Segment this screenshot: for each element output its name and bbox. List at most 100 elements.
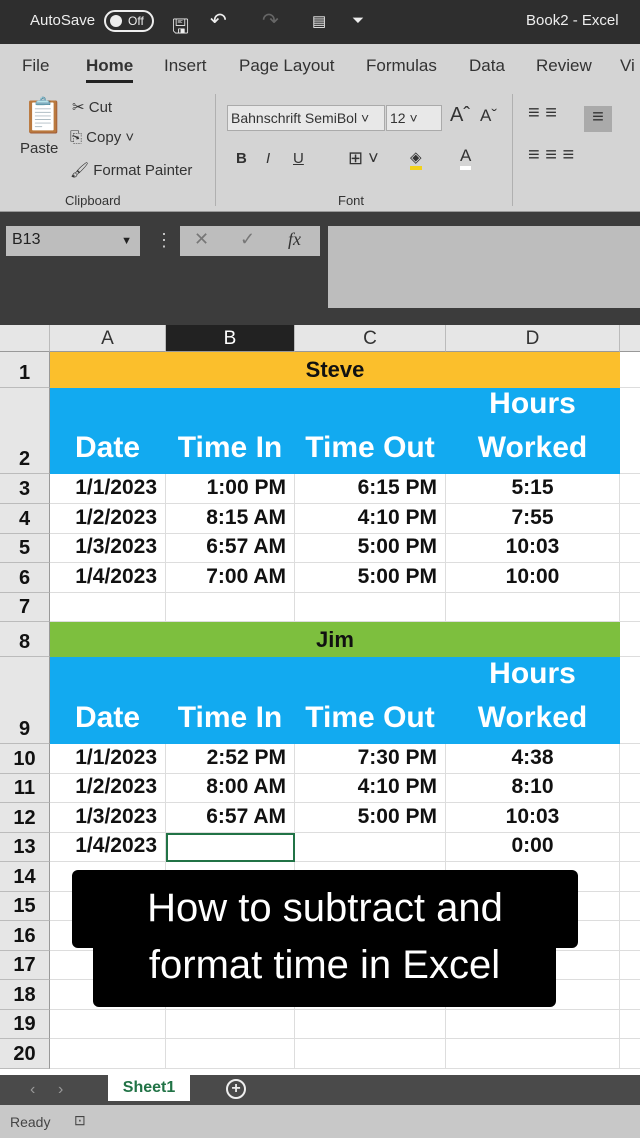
data-cell[interactable]: 4:10 PM <box>295 504 446 534</box>
more-icon[interactable]: ⋮ <box>155 230 173 250</box>
data-cell[interactable]: 1/4/2023 <box>50 832 166 862</box>
column-title[interactable]: Time In <box>166 657 295 744</box>
data-cell[interactable]: 1/4/2023 <box>50 563 166 593</box>
cell[interactable] <box>620 833 640 862</box>
copy-button[interactable]: ⎘ Copy ˅ <box>70 129 135 146</box>
row-header-3[interactable]: 3 <box>0 474 50 504</box>
tab-view[interactable]: Vi <box>620 56 635 75</box>
data-cell[interactable]: 10:00 <box>446 563 620 593</box>
row-header-12[interactable]: 12 <box>0 803 50 833</box>
data-cell[interactable]: 7:30 PM <box>295 744 446 774</box>
data-cell[interactable]: 7:00 AM <box>166 563 295 593</box>
cell[interactable] <box>620 1010 640 1039</box>
cell[interactable] <box>620 921 640 951</box>
data-cell[interactable]: 1/1/2023 <box>50 744 166 774</box>
cut-button[interactable]: ✂ Cut <box>72 99 113 116</box>
data-cell[interactable]: 5:15 <box>446 474 620 504</box>
data-cell[interactable]: 8:00 AM <box>166 773 295 803</box>
row-header-4[interactable]: 4 <box>0 504 50 534</box>
cell[interactable] <box>50 1039 166 1069</box>
borders-icon[interactable]: ⊞ ˅ <box>348 148 379 168</box>
data-cell[interactable]: 4:38 <box>446 744 620 774</box>
add-sheet-button[interactable]: + <box>226 1079 246 1099</box>
prev-sheet-icon[interactable]: ‹ <box>30 1081 36 1098</box>
row-header-8[interactable]: 8 <box>0 622 50 657</box>
column-header-e[interactable] <box>620 325 640 352</box>
insert-function-icon[interactable]: fx <box>288 229 301 249</box>
autosave-toggle[interactable]: Off <box>104 10 154 32</box>
paste-button[interactable]: Paste <box>20 140 59 157</box>
column-title[interactable]: Time Out <box>295 657 446 744</box>
cell[interactable] <box>620 593 640 622</box>
row-header-17[interactable]: 17 <box>0 950 50 980</box>
row-header-18[interactable]: 18 <box>0 980 50 1010</box>
column-header-b[interactable]: B <box>166 325 295 352</box>
tab-home[interactable]: Home <box>86 56 134 83</box>
cell[interactable] <box>166 593 295 622</box>
align-bottom-icon[interactable]: ≡ <box>584 106 612 132</box>
cell[interactable] <box>295 1039 446 1069</box>
data-cell[interactable]: 7:55 <box>446 504 620 534</box>
tab-data[interactable]: Data <box>469 56 505 75</box>
cell[interactable] <box>620 657 640 744</box>
data-cell[interactable]: 6:15 PM <box>295 474 446 504</box>
name-box[interactable]: B13 ▼ <box>6 226 140 256</box>
cell[interactable] <box>446 1039 620 1069</box>
row-header-1[interactable]: 1 <box>0 352 50 388</box>
data-cell[interactable]: 4:10 PM <box>295 773 446 803</box>
cell[interactable] <box>620 892 640 921</box>
row-header-20[interactable]: 20 <box>0 1039 50 1069</box>
font-size-select[interactable]: 12 ˅ <box>386 105 442 131</box>
cancel-icon[interactable]: ✕ <box>194 229 210 249</box>
cell[interactable] <box>50 593 166 622</box>
select-all-corner[interactable] <box>0 325 50 352</box>
column-title[interactable]: Time Out <box>295 388 446 474</box>
column-title[interactable]: Hours Worked <box>446 387 620 474</box>
row-header-6[interactable]: 6 <box>0 563 50 593</box>
row-header-11[interactable]: 11 <box>0 773 50 803</box>
tab-file[interactable]: File <box>22 56 50 75</box>
cell[interactable] <box>620 622 640 657</box>
data-cell[interactable]: 5:00 PM <box>295 563 446 593</box>
save-icon[interactable]: 🖫 <box>172 16 190 38</box>
column-title[interactable]: Hours Worked <box>446 657 620 744</box>
cell[interactable] <box>446 1009 620 1039</box>
cell[interactable] <box>446 593 620 622</box>
section-title-jim[interactable]: Jim <box>50 622 620 657</box>
tab-formulas[interactable]: Formulas <box>366 56 437 75</box>
bold-button[interactable]: B <box>236 150 247 167</box>
cell[interactable] <box>620 803 640 833</box>
cell[interactable] <box>620 563 640 593</box>
font-name-select[interactable]: Bahnschrift SemiBol ˅ <box>227 105 385 131</box>
column-header-c[interactable]: C <box>295 325 446 352</box>
form-icon[interactable]: ▤ <box>312 13 327 30</box>
undo-icon[interactable]: ↶ <box>210 10 227 32</box>
align-left-icon[interactable]: ≡ ≡ ≡ <box>528 144 575 166</box>
cell[interactable] <box>50 1009 166 1039</box>
cell[interactable] <box>620 1039 640 1069</box>
tab-insert[interactable]: Insert <box>164 56 207 75</box>
data-cell[interactable]: 10:03 <box>446 803 620 833</box>
decrease-font-icon[interactable]: Aˇ <box>480 106 497 125</box>
data-cell[interactable]: 8:10 <box>446 773 620 803</box>
row-header-7[interactable]: 7 <box>0 593 50 622</box>
section-title-steve[interactable]: Steve <box>50 352 620 388</box>
formula-input[interactable] <box>328 226 640 308</box>
paste-icon[interactable]: 📋 <box>22 97 65 135</box>
data-cell[interactable]: 2:52 PM <box>166 744 295 774</box>
data-cell[interactable]: 0:00 <box>446 832 620 862</box>
cell[interactable] <box>620 980 640 1010</box>
selected-cell-b13[interactable] <box>166 832 295 862</box>
row-header-9[interactable]: 9 <box>0 657 50 744</box>
cell[interactable] <box>166 1009 295 1039</box>
next-sheet-icon[interactable]: › <box>58 1081 64 1098</box>
data-cell[interactable]: 6:57 AM <box>166 534 295 563</box>
column-header-a[interactable]: A <box>50 325 166 352</box>
data-cell[interactable]: 1/2/2023 <box>50 504 166 534</box>
data-cell[interactable] <box>295 832 446 862</box>
data-cell[interactable]: 8:15 AM <box>166 504 295 534</box>
data-cell[interactable]: 1/2/2023 <box>50 773 166 803</box>
cell[interactable] <box>620 388 640 474</box>
cell[interactable] <box>620 774 640 803</box>
row-header-2[interactable]: 2 <box>0 388 50 474</box>
